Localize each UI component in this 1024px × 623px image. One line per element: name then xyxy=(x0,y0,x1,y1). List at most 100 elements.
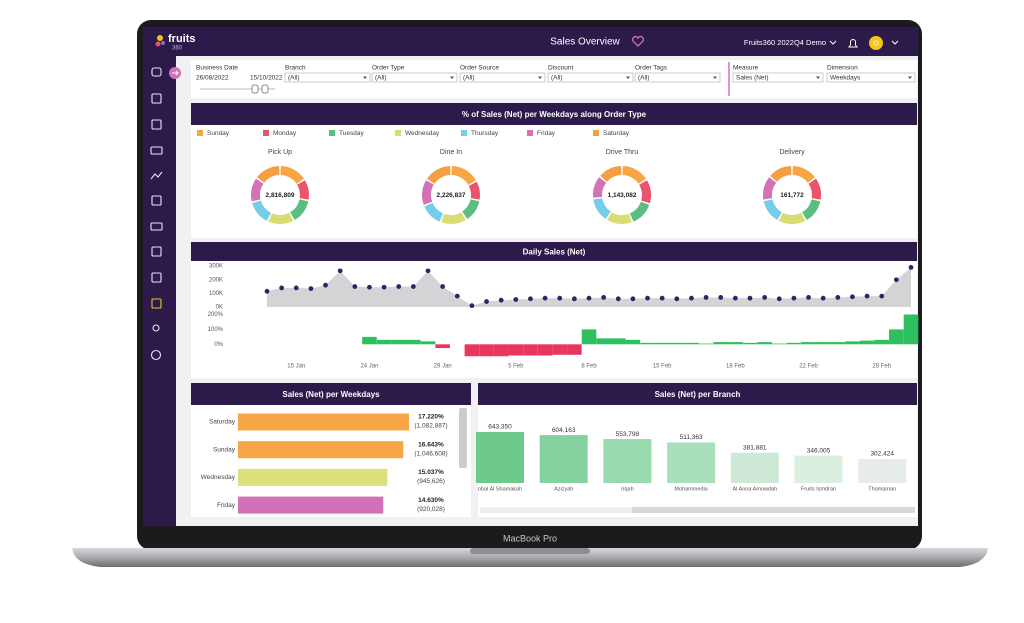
donut-segment xyxy=(257,166,280,183)
growth-bar xyxy=(757,342,772,345)
category-label: Saturday xyxy=(209,419,236,426)
donut-segment xyxy=(593,198,611,220)
sales-point xyxy=(850,294,855,300)
donut-segment xyxy=(763,199,782,220)
growth-bar xyxy=(596,338,611,345)
dropdown-arrow xyxy=(363,76,367,79)
nav-icon[interactable] xyxy=(152,324,160,332)
legend-label: Wednesday xyxy=(405,130,440,137)
amount-label: (920,028) xyxy=(417,506,445,513)
scrollbar[interactable] xyxy=(459,408,467,468)
chevron[interactable] xyxy=(891,40,899,45)
legend-label: Thursday xyxy=(471,130,499,137)
donut-segment xyxy=(462,199,480,220)
filter-label: Dimension xyxy=(827,65,858,72)
growth-bar xyxy=(537,344,553,356)
category-label: Al Anoa Amowdah xyxy=(732,486,777,492)
nav-icon-active[interactable] xyxy=(151,298,162,309)
donut-segment xyxy=(639,180,652,204)
nav-icon[interactable] xyxy=(151,119,162,130)
account-name[interactable]: Fruits360 2022Q4 Demo xyxy=(744,38,826,47)
growth-bar xyxy=(801,342,816,345)
legend-swatch xyxy=(461,130,467,136)
growth-bar xyxy=(786,342,802,345)
filter-select[interactable] xyxy=(547,72,634,83)
nav-icon[interactable] xyxy=(151,67,162,77)
donut-segment xyxy=(600,166,622,182)
donut-segment xyxy=(424,202,444,222)
sales-point xyxy=(396,284,402,289)
value-label: 14.630% xyxy=(418,497,444,504)
nav-icon[interactable] xyxy=(151,93,162,104)
growth-bar xyxy=(523,344,538,356)
filter-select[interactable] xyxy=(732,72,824,83)
amount-label: (1,082,887) xyxy=(414,423,447,430)
y-tick-label: 0K xyxy=(216,305,223,311)
donut-segment xyxy=(268,212,294,224)
legend-swatch xyxy=(263,130,269,136)
sales-point xyxy=(630,296,636,302)
panel-title: Sales (Net) per Branch xyxy=(655,390,741,399)
filter-select[interactable] xyxy=(634,72,721,83)
growth-bar xyxy=(552,344,568,355)
slider-knob[interactable] xyxy=(261,84,269,94)
sales-point xyxy=(528,296,533,302)
filter-label: Measure xyxy=(733,65,759,72)
nav-icon[interactable] xyxy=(150,222,163,231)
chevron[interactable] xyxy=(829,40,837,45)
filter-value: (All) xyxy=(375,75,387,82)
logo-mark xyxy=(157,35,163,41)
value-label: 604,163 xyxy=(552,427,576,434)
donut-segment xyxy=(778,212,806,224)
dropdown-arrow xyxy=(816,76,820,79)
sales-point xyxy=(498,297,504,303)
value-label: 553,798 xyxy=(616,431,640,438)
nav-icon[interactable] xyxy=(151,272,162,283)
favorite-icon[interactable] xyxy=(631,35,645,47)
growth-bar xyxy=(728,342,743,345)
nav-icon[interactable] xyxy=(151,195,162,206)
donut-title: Pick Up xyxy=(268,149,292,156)
bar xyxy=(238,413,409,431)
donut-segment xyxy=(252,200,271,221)
sales-point xyxy=(454,293,460,299)
nav-icon[interactable] xyxy=(151,246,162,257)
sales-point xyxy=(835,295,841,300)
filter-value: (All) xyxy=(551,75,563,82)
nav-icon[interactable] xyxy=(150,349,162,361)
value-label: 381,881 xyxy=(743,444,767,451)
logo-sub: 360 xyxy=(172,46,183,52)
filter-select[interactable] xyxy=(826,72,916,83)
filter-select[interactable] xyxy=(459,72,546,83)
filter-select[interactable] xyxy=(371,72,458,83)
category-label: Sunday xyxy=(213,446,236,453)
sales-point xyxy=(293,285,299,291)
filter-label: Discount xyxy=(548,65,573,72)
sales-point xyxy=(674,296,680,302)
sales-point xyxy=(337,268,343,274)
filter-label: Business Date xyxy=(196,65,238,72)
filter-value: Weekdays xyxy=(830,75,861,82)
donut-segment xyxy=(770,166,792,182)
value-label: 302,424 xyxy=(870,451,894,458)
avatar[interactable] xyxy=(869,36,883,50)
legend-label: Sunday xyxy=(207,130,230,137)
donut-segment xyxy=(297,180,310,200)
donut-total: 1,143,082 xyxy=(608,192,637,199)
donut-segment xyxy=(592,177,607,198)
bar xyxy=(667,442,716,483)
value-label: 16.643% xyxy=(418,441,444,448)
scrollbar[interactable] xyxy=(632,507,915,513)
filter-select[interactable] xyxy=(284,72,371,83)
nav-icon[interactable] xyxy=(150,146,163,155)
bar xyxy=(858,459,907,483)
nav-icon[interactable] xyxy=(150,171,163,180)
donut-segment xyxy=(422,180,434,205)
donut-segment xyxy=(251,178,264,202)
growth-bar xyxy=(581,329,597,345)
bar xyxy=(603,439,652,483)
x-tick-label: 15 Jan xyxy=(287,364,305,370)
slider-knob[interactable] xyxy=(251,84,259,94)
bell-icon[interactable] xyxy=(848,39,858,48)
filter-label: Order Type xyxy=(372,65,405,72)
